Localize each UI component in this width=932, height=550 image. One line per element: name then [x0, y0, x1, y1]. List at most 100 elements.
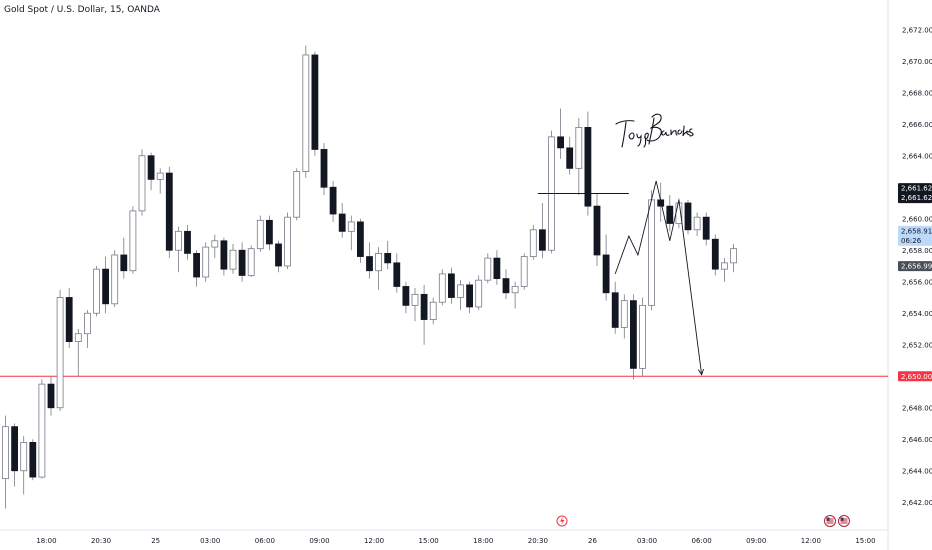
candle[interactable] — [2, 415, 9, 509]
candle[interactable] — [548, 130, 555, 254]
candle[interactable] — [284, 212, 292, 270]
candle[interactable] — [611, 281, 619, 334]
candle[interactable] — [11, 423, 19, 487]
candle-body — [475, 279, 483, 308]
candle[interactable] — [575, 117, 583, 196]
event-markers[interactable] — [556, 515, 850, 527]
candle[interactable] — [620, 294, 628, 339]
x-tick-label: 18:00 — [473, 537, 493, 545]
candle[interactable] — [466, 281, 474, 314]
candle[interactable] — [320, 143, 328, 196]
candle[interactable] — [529, 225, 537, 260]
candle[interactable] — [38, 379, 46, 479]
candle[interactable] — [402, 281, 410, 314]
candle[interactable] — [211, 234, 219, 259]
y-tick-label: 2,666.000 — [902, 121, 932, 129]
candle[interactable] — [147, 152, 155, 191]
candle[interactable] — [302, 45, 310, 178]
candle[interactable] — [475, 275, 483, 311]
candle[interactable] — [202, 242, 210, 282]
candle[interactable] — [557, 108, 564, 159]
price-badge[interactable]: 2,661.6272,661.627 — [898, 183, 932, 204]
candle[interactable] — [229, 243, 237, 274]
candle[interactable] — [275, 240, 282, 273]
candle[interactable] — [693, 212, 701, 237]
candle[interactable] — [20, 436, 28, 495]
candle[interactable] — [593, 193, 601, 266]
candle[interactable] — [493, 250, 501, 285]
candle[interactable] — [156, 168, 164, 194]
x-tick-label: 20:30 — [91, 537, 111, 545]
candle[interactable] — [411, 288, 419, 322]
candle[interactable] — [238, 242, 246, 282]
candle-body — [611, 292, 619, 328]
candle[interactable] — [29, 439, 37, 481]
candle[interactable] — [539, 203, 546, 259]
candle[interactable] — [566, 136, 574, 175]
candle-body — [375, 252, 383, 272]
candle-body — [411, 293, 419, 306]
candle[interactable] — [347, 215, 355, 251]
candle-body — [193, 252, 201, 278]
candle[interactable] — [111, 250, 119, 307]
price-badge[interactable]: 2,650.000 — [898, 371, 932, 382]
candle[interactable] — [520, 253, 528, 290]
candle[interactable] — [220, 237, 228, 276]
candle[interactable] — [102, 256, 109, 314]
candle[interactable] — [84, 310, 91, 348]
candle[interactable] — [630, 294, 637, 380]
candle[interactable] — [429, 297, 437, 325]
candle[interactable] — [311, 51, 319, 156]
candle[interactable] — [484, 253, 492, 284]
projection-path[interactable] — [614, 180, 703, 375]
candle[interactable] — [165, 166, 173, 259]
candle[interactable] — [639, 297, 646, 377]
candle[interactable] — [438, 269, 446, 306]
price-badge-sublabel: 2,661.627 — [901, 194, 932, 202]
candle[interactable] — [247, 245, 255, 278]
candle[interactable] — [47, 376, 55, 416]
candle[interactable] — [384, 240, 392, 270]
candle[interactable] — [393, 253, 401, 293]
candle[interactable] — [375, 247, 383, 290]
candle[interactable] — [184, 225, 191, 260]
candle[interactable] — [56, 289, 64, 411]
candle[interactable] — [74, 329, 82, 377]
candle[interactable] — [129, 206, 137, 274]
candle[interactable] — [120, 237, 128, 279]
candle[interactable] — [447, 267, 455, 304]
candle[interactable] — [721, 258, 728, 282]
candle[interactable] — [265, 215, 273, 251]
candle[interactable] — [356, 218, 364, 263]
candle[interactable] — [502, 269, 510, 300]
price-badge[interactable]: 2,656.995 — [898, 261, 932, 272]
x-tick-label: 15:00 — [419, 537, 439, 545]
candle[interactable] — [420, 284, 428, 345]
candle[interactable] — [584, 111, 592, 216]
candle[interactable] — [65, 288, 73, 348]
candle-body — [402, 286, 410, 306]
candle[interactable] — [366, 242, 373, 279]
candle[interactable] — [174, 226, 182, 273]
candle[interactable] — [138, 149, 146, 216]
price-axis[interactable] — [888, 0, 932, 550]
price-badge-label: 2,650.000 — [901, 373, 932, 381]
candle[interactable] — [93, 266, 100, 317]
candle[interactable] — [602, 234, 610, 301]
candle[interactable] — [711, 234, 719, 276]
candle[interactable] — [338, 203, 346, 238]
candle[interactable] — [666, 195, 674, 232]
candle[interactable] — [329, 180, 337, 222]
price-badge[interactable]: 2,658.915 06:26 — [898, 225, 932, 246]
candle[interactable] — [457, 280, 464, 311]
candle[interactable] — [730, 243, 737, 273]
candle[interactable] — [193, 250, 201, 287]
candle[interactable] — [293, 168, 301, 221]
candle-body — [156, 172, 164, 180]
candle[interactable] — [256, 215, 264, 252]
candle-body — [466, 284, 474, 308]
candle[interactable] — [702, 212, 710, 246]
candle[interactable] — [684, 199, 692, 235]
candle[interactable] — [511, 281, 519, 309]
